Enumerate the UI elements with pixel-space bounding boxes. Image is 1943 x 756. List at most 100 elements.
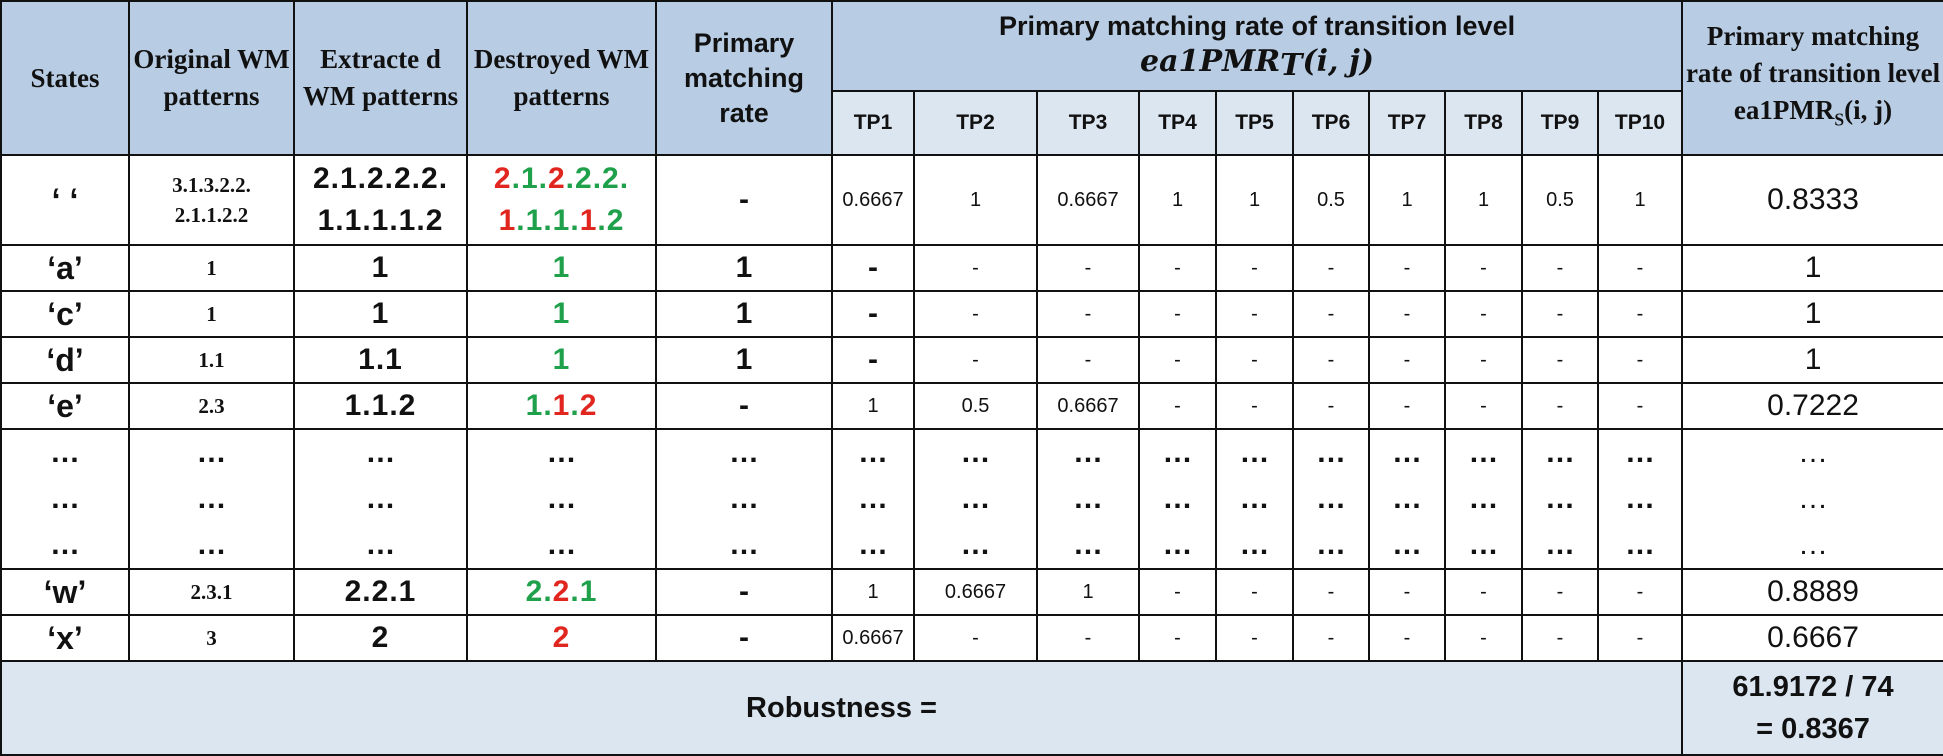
tp8-cell: - <box>1444 336 1523 384</box>
ellipsis-mark: … <box>1468 436 1499 469</box>
tp9-cell: - <box>1521 568 1599 616</box>
ellipsis-mark: … <box>960 482 991 515</box>
destroyed-wm-cell: 2 <box>466 614 657 662</box>
header-tp10: TP10 <box>1596 90 1684 156</box>
tp5-cell: - <box>1215 568 1294 616</box>
ellipsis-mark: … <box>1468 528 1499 561</box>
ellipsis-cell: ……… <box>128 428 295 570</box>
ellipsis-mark: … <box>1545 528 1575 561</box>
destroyed-line: 2.2.1 <box>469 571 654 613</box>
original-wm-cell: 3.1.3.2.2. 2.1.1.2.2 <box>128 154 295 246</box>
table-row: ‘w’ 2.3.1 2.2.1 2.2.1-1 0.6667 1- - - - - - -0.8889 <box>0 568 1943 616</box>
original-line: 1 <box>206 302 217 326</box>
tp5-cell: - <box>1215 336 1294 384</box>
ellipsis-mark: … <box>1239 528 1270 561</box>
destroyed-digit: 1 <box>520 162 539 195</box>
tp10-cell: - <box>1596 568 1684 616</box>
ellipsis-cell: ……… <box>1681 428 1943 570</box>
tp5-cell: - <box>1215 244 1294 292</box>
ellipsis-mark: … <box>50 482 80 515</box>
final-formula: ea1PMRS(i, j) <box>1733 94 1893 130</box>
tp7-cell: - <box>1368 290 1446 338</box>
ellipsis-cell: ……… <box>1521 428 1599 570</box>
ellipsis-mark: … <box>1316 436 1346 469</box>
original-line: 2.1.1.2.2 <box>174 203 249 227</box>
destroyed-dot: . <box>511 162 521 195</box>
original-line: 1 <box>206 256 217 280</box>
extracted-line: 1.1 <box>358 343 403 376</box>
tp10-cell: - <box>1596 614 1684 662</box>
ellipsis-cell: ……… <box>1215 428 1294 570</box>
table-row: ‘x’ 3 2 2-0.6667- - - - - - - - -0.6667 <box>0 614 1943 662</box>
tp1-cell: - <box>831 244 915 292</box>
header-tp2: TP2 <box>913 90 1038 156</box>
destroyed-digit: 1 <box>552 204 571 237</box>
destroyed-wm-cell: 1 <box>466 336 657 384</box>
robustness-value: 61.9172 / 74 = 0.8367 <box>1681 660 1943 756</box>
table-row: ‘d’ 1.1 1.1 1 1- - - - - - - - - -1 <box>0 336 1943 384</box>
destroyed-digit: 1 <box>525 204 544 237</box>
ellipsis-cell: ……… <box>831 428 915 570</box>
ellipsis-mark: … <box>1798 436 1829 469</box>
state-cell: ‘c’ <box>0 290 130 338</box>
ellipsis-mark: … <box>1316 482 1346 515</box>
tp4-cell: - <box>1138 336 1217 384</box>
tp1-cell: 1 <box>831 382 915 430</box>
destroyed-digit: 1 <box>498 204 517 237</box>
destroyed-line: 1 <box>469 247 654 289</box>
tp10-cell: - <box>1596 336 1684 384</box>
primary-rate-cell: - <box>655 614 833 662</box>
tp1-cell: - <box>831 336 915 384</box>
tp1-cell: - <box>831 290 915 338</box>
original-wm-cell: 1 <box>128 290 295 338</box>
destroyed-line: 1.1.2 <box>469 385 654 427</box>
destroyed-wm-cell: 1.1.2 <box>466 382 657 430</box>
ellipsis-mark: … <box>1239 482 1270 515</box>
tp3-cell: - <box>1036 336 1140 384</box>
tp5-cell: - <box>1215 614 1294 662</box>
destroyed-line: 1.1.1.1.2 <box>469 200 654 242</box>
tp4-cell: - <box>1138 244 1217 292</box>
original-wm-cell: 3 <box>128 614 295 662</box>
tp10-cell: - <box>1596 290 1684 338</box>
header-tp5: TP5 <box>1215 90 1294 156</box>
state-cell: ‘x’ <box>0 614 130 662</box>
ellipsis-mark: … <box>729 436 759 469</box>
tp6-cell: - <box>1292 290 1370 338</box>
destroyed-line: 2.1.2.2.2. <box>469 158 654 200</box>
ellipsis-cell: ……… <box>1596 428 1684 570</box>
ellipsis-cell: ……… <box>1036 428 1140 570</box>
destroyed-dot: . <box>570 389 580 422</box>
tp2-cell: - <box>913 336 1038 384</box>
destroyed-digit: 1 <box>552 389 571 422</box>
destroyed-digit: 2 <box>552 621 571 654</box>
ellipsis-cell: ……… <box>466 428 657 570</box>
extracted-line: 1 <box>371 297 390 330</box>
destroyed-wm-cell: 2.2.1 <box>466 568 657 616</box>
primary-rate-cell: - <box>655 382 833 430</box>
final-rate-cell: 0.8889 <box>1681 568 1943 616</box>
header-tp6: TP6 <box>1292 90 1370 156</box>
original-wm-cell: 1 <box>128 244 295 292</box>
extracted-wm-cell: 2.2.1 <box>293 568 468 616</box>
tp3-cell: 0.6667 <box>1036 382 1140 430</box>
ellipsis-mark: … <box>729 482 759 515</box>
tp5-cell: - <box>1215 382 1294 430</box>
ellipsis-cell: ……… <box>1444 428 1523 570</box>
header-tp1: TP1 <box>831 90 915 156</box>
destroyed-dot: . <box>592 162 603 195</box>
original-wm-cell: 2.3.1 <box>128 568 295 616</box>
ellipsis-mark: … <box>546 436 577 469</box>
original-line: 2.3 <box>198 394 225 418</box>
original-line: 3.1.3.2.2. <box>172 173 251 197</box>
ellipsis-mark: … <box>196 528 227 561</box>
tp7-cell: - <box>1368 244 1446 292</box>
extracted-wm-cell: 1.1.2 <box>293 382 468 430</box>
tp9-cell: - <box>1521 290 1599 338</box>
ellipsis-mark: … <box>1798 528 1829 561</box>
tp9-cell: - <box>1521 244 1599 292</box>
table-row: ‘ ‘3.1.3.2.2. 2.1.1.2.2 2.1.2.2.2. 1.1.1.1.… <box>0 154 1943 246</box>
destroyed-digit: 2 <box>552 575 571 608</box>
destroyed-line: 1 <box>469 339 654 381</box>
